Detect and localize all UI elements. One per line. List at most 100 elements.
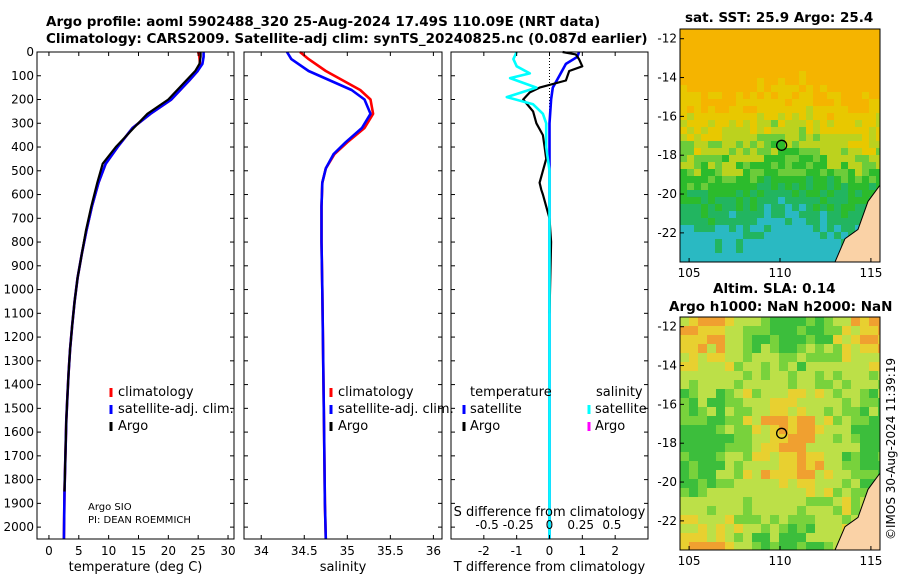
sla-cell [689,533,698,542]
sla-cell [689,371,698,380]
sst-cell [834,204,841,211]
sla-cell [734,497,743,506]
sst-cell [722,260,729,262]
series-climatology [62,51,202,540]
sla-cell [680,407,689,416]
sst-cell [785,78,792,85]
sla-cell [761,434,770,443]
sst-cell [708,218,715,225]
sst-cell [827,148,834,155]
sla-cell [761,425,770,434]
sst-cell [757,260,764,262]
sst-cell [841,204,848,211]
sst-cell [785,29,792,36]
y-tick-label: 1900 [3,496,34,510]
sst-cell [701,78,708,85]
y-tick-label: -20 [657,187,677,201]
sst-cell [757,36,764,43]
sst-cell [827,57,834,64]
sst-cell [764,78,771,85]
sst-map-panel: 105 110 115-12-14-16-18-20-22 [657,28,882,280]
sst-cell [848,92,855,99]
sst-cell [827,127,834,134]
sst-cell [785,169,792,176]
figure-title-line2: Climatology: CARS2009. Satellite-adj cli… [46,31,648,47]
sst-cell [778,176,785,183]
sst-cell [687,78,694,85]
sla-cell [761,407,770,416]
sla-cell [716,515,725,524]
sst-cell [799,50,806,57]
sla-cell [743,506,752,515]
sla-cell [860,488,869,497]
sst-cell [708,239,715,246]
sst-cell [764,64,771,71]
sla-cell [743,416,752,425]
series-t-argo [522,50,584,314]
sla-cell [680,443,689,452]
sla-cell [779,524,788,533]
sst-cell [778,190,785,197]
sst-cell [806,190,813,197]
sst-cell [792,162,799,169]
sst-cell [827,218,834,225]
sla-cell [779,362,788,371]
sst-cell [722,211,729,218]
sst-cell [855,141,862,148]
sla-cell [860,317,869,326]
y-tick-label: -12 [657,320,677,334]
sst-cell [834,99,841,106]
sst-cell [680,92,687,99]
sst-cell [862,155,869,162]
legend-label: Argo [595,419,625,434]
sst-cell [869,78,876,85]
sst-cell [778,64,785,71]
sla-cell [824,542,833,550]
sla-cell [824,443,833,452]
sst-cell [862,29,869,36]
sst-cell [680,99,687,106]
sla-cell [788,461,797,470]
sst-cell [806,57,813,64]
sla-cell [698,506,707,515]
sst-cell [806,127,813,134]
sst-cell [757,169,764,176]
sst-cell [841,99,848,106]
sla-cell [779,488,788,497]
sst-cell [687,92,694,99]
sst-cell [792,169,799,176]
sla-cell [743,542,752,550]
sst-cell [841,225,848,232]
sla-cell [761,506,770,515]
sst-cell [771,78,778,85]
sla-cell [797,542,806,550]
sst-cell [729,260,736,262]
y-tick-label: 1800 [3,473,34,487]
sst-map-title: sat. SST: 25.9 Argo: 25.4 [685,10,874,26]
sst-cell [701,155,708,162]
sla-cell [788,326,797,335]
x-axis-label: salinity [320,560,367,575]
y-tick-label: 600 [11,188,34,202]
sst-cell [736,64,743,71]
sst-cell [827,260,834,262]
sst-cell [785,218,792,225]
sst-cell [799,190,806,197]
series-t-satellite [548,51,581,539]
sla-cell [869,326,878,335]
sst-cell [862,176,869,183]
sst-cell [778,29,785,36]
sst-cell [736,141,743,148]
sst-cell [799,120,806,127]
sla-cell [833,506,842,515]
sst-cell [792,155,799,162]
sla-cell [716,479,725,488]
sla-cell [680,434,689,443]
sst-cell [750,239,757,246]
sst-cell [806,218,813,225]
sst-cell [750,57,757,64]
sst-cell [862,197,869,204]
sla-cell [752,389,761,398]
sst-cell [792,148,799,155]
sla-cell [707,515,716,524]
